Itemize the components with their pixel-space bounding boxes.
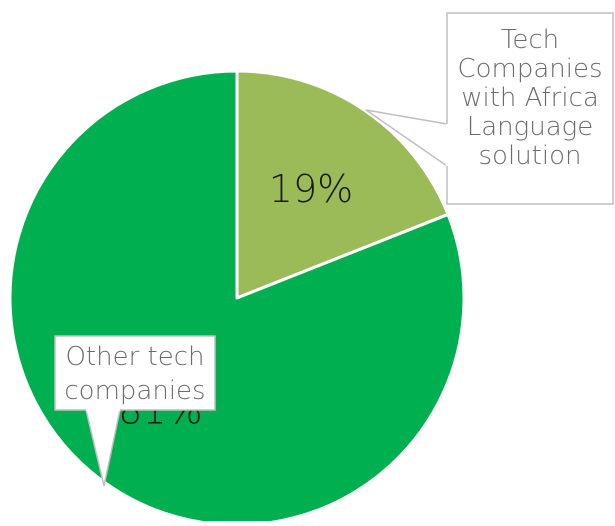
callout-label-line: Tech <box>501 25 559 55</box>
callout-label-2: Other tech companies <box>64 342 205 406</box>
callout-label-line: Other tech <box>65 342 204 372</box>
callout-box-2 <box>54 335 216 411</box>
callout-label-1: Tech Companies with Africa Language solution <box>457 25 602 171</box>
pie-slice-1 <box>235 69 450 300</box>
slices-layer <box>8 69 466 526</box>
callout-label-line: with Africa <box>461 83 599 113</box>
callout-box-1 <box>446 12 614 205</box>
callout-slice-1: Tech Companies with Africa Language solution <box>365 12 614 205</box>
callouts-layer: Tech Companies with Africa Language solution… <box>54 12 614 487</box>
pie-slice-2 <box>8 69 466 526</box>
slice-value-label-1: 19% <box>269 167 353 211</box>
callout-label-line: companies <box>64 376 205 406</box>
callout-label-line: Language <box>467 112 594 142</box>
callout-slice-2: Other tech companies <box>54 335 216 487</box>
callout-label-line: solution <box>479 141 582 171</box>
callout-label-line: Companies <box>457 54 602 84</box>
